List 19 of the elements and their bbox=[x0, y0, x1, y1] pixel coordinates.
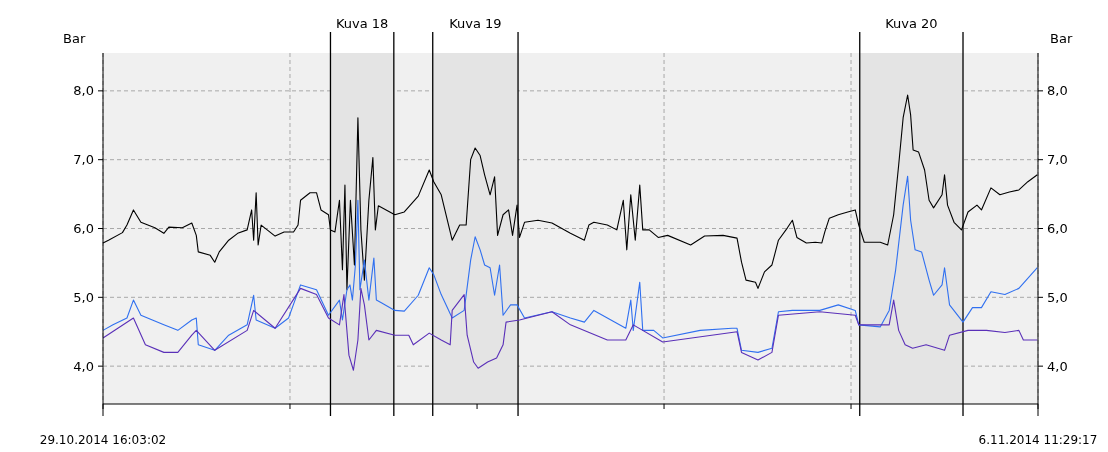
y-tick-label: 7,0 bbox=[73, 152, 94, 168]
y2-tick-label: 4,0 bbox=[1047, 358, 1068, 374]
band-label: Kuva 18 bbox=[335, 16, 389, 31]
y2-tick-label: 5,0 bbox=[1047, 289, 1068, 305]
x-tick-label: 6.11.2014 11:29:17 bbox=[978, 433, 1098, 447]
y2-tick-label: 6,0 bbox=[1047, 221, 1068, 237]
y-tick-label: 6,0 bbox=[73, 221, 94, 237]
y-axis-title: Bar bbox=[63, 31, 86, 46]
band-label: Kuva 20 bbox=[885, 16, 938, 31]
y2-tick-label: 7,0 bbox=[1047, 152, 1068, 168]
y-tick-label: 5,0 bbox=[73, 289, 94, 305]
line-series bbox=[102, 175, 1038, 353]
y2-axis-title: Bar bbox=[1050, 31, 1073, 46]
y-tick-label: 8,0 bbox=[73, 83, 94, 99]
x-tick-label: 29.10.2014 16:03:02 bbox=[39, 433, 167, 447]
y-tick-label: 4,0 bbox=[73, 358, 94, 374]
y2-tick-label: 8,0 bbox=[1047, 83, 1068, 99]
line-series bbox=[102, 287, 1038, 371]
band-label: Kuva 19 bbox=[449, 16, 502, 31]
